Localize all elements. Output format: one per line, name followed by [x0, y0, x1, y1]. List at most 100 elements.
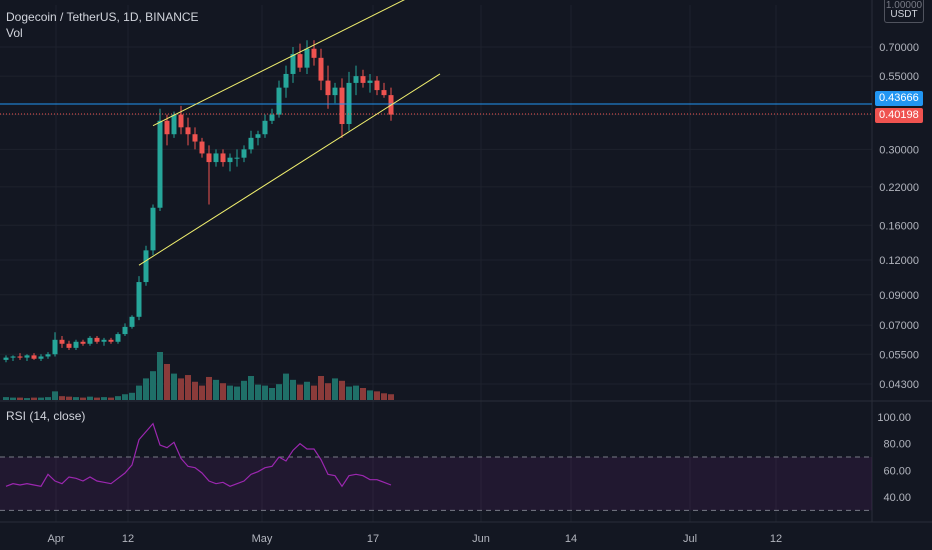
candle-body: [255, 134, 261, 138]
candle-body: [171, 114, 177, 135]
candle-body: [87, 337, 93, 344]
candle-body: [269, 114, 275, 121]
volume-bar: [248, 376, 254, 400]
volume-bar: [311, 385, 317, 400]
candle-body: [262, 120, 268, 135]
volume-bar: [353, 385, 359, 400]
grid-lines: [0, 0, 932, 523]
candle-body: [213, 153, 219, 163]
volume-bar: [122, 394, 128, 400]
candle-body: [234, 157, 240, 159]
candle-body: [199, 141, 205, 154]
candle-body: [283, 73, 289, 88]
candle-body: [52, 339, 58, 355]
candle-body: [108, 339, 114, 342]
candle-body: [318, 57, 324, 81]
candle-body: [80, 341, 86, 344]
volume-bar: [339, 380, 345, 400]
volume-bar: [73, 397, 79, 400]
volume-bar: [367, 390, 373, 400]
candle-body: [73, 341, 79, 348]
time-tick-label: Jun: [472, 533, 490, 545]
volume-legend[interactable]: Vol: [6, 26, 23, 40]
volume-bar: [115, 396, 121, 400]
volume-bar: [31, 397, 37, 400]
price-tick-label: 0.70000: [879, 42, 919, 54]
price-tick-label: 0.30000: [879, 144, 919, 156]
candle-body: [297, 54, 303, 68]
rsi-band-fill: [0, 457, 872, 511]
candle-body: [157, 120, 163, 208]
candle-body: [164, 120, 170, 135]
time-tick-label: 14: [565, 533, 577, 545]
candle-body: [220, 153, 226, 163]
symbol-title[interactable]: Dogecoin / TetherUS, 1D, BINANCE: [6, 10, 199, 24]
volume-bar: [164, 364, 170, 400]
volume-bar: [136, 385, 142, 400]
price-unit-box[interactable]: 1.00000 USDT: [884, 0, 924, 23]
candle-body: [367, 80, 373, 83]
volume-bar: [10, 397, 16, 400]
price-tick-label: 0.55000: [879, 71, 919, 83]
candle-body: [129, 316, 135, 327]
candle-body: [136, 282, 142, 317]
unit-top-value: 1.00000: [885, 0, 923, 9]
candle-body: [101, 339, 107, 342]
rsi-tick-label: 100.00: [877, 412, 911, 424]
volume-bar: [101, 397, 107, 400]
volume-bar: [66, 396, 72, 400]
volume-bar: [227, 385, 233, 400]
chart-overlays[interactable]: [0, 0, 872, 266]
volume-bar: [381, 393, 387, 400]
volume-bar: [38, 397, 44, 400]
candle-body: [227, 157, 233, 163]
candle-body: [332, 87, 338, 96]
hline-price-label: 0.43666: [875, 91, 923, 106]
candle-body: [325, 80, 331, 96]
volume-bar: [87, 396, 93, 400]
volume-bar: [45, 397, 51, 400]
channel-line-upper: [152, 0, 405, 127]
volume-bar: [80, 397, 86, 400]
price-tick-label: 0.07000: [879, 320, 919, 332]
candle-body: [3, 357, 9, 360]
volume-bar: [178, 378, 184, 400]
time-tick-label: Apr: [47, 533, 64, 545]
volume-bar: [276, 384, 282, 400]
rsi-tick-label: 40.00: [883, 492, 911, 504]
candle-body: [150, 207, 156, 251]
volume-bar: [325, 383, 331, 400]
candlesticks[interactable]: [3, 40, 394, 363]
candle-body: [24, 355, 30, 358]
rsi-band-background: [0, 457, 872, 511]
rsi-tick-label: 80.00: [883, 439, 911, 451]
candle-body: [115, 334, 121, 342]
rsi-pane[interactable]: [0, 422, 872, 511]
candle-body: [346, 82, 352, 125]
volume-bar: [283, 373, 289, 400]
price-tick-label: 0.04300: [879, 379, 919, 391]
volume-bar: [255, 384, 261, 400]
volume-bar: [199, 385, 205, 400]
time-tick-label: May: [252, 533, 273, 545]
price-tick-label: 0.12000: [879, 255, 919, 267]
volume-bar: [24, 398, 30, 400]
candle-body: [381, 90, 387, 96]
volume-bar: [143, 378, 149, 400]
candle-body: [143, 250, 149, 283]
candle-body: [38, 356, 44, 359]
candle-body: [206, 153, 212, 163]
volume-bar: [220, 383, 226, 400]
volume-bar: [290, 379, 296, 400]
candle-body: [241, 149, 247, 158]
candle-body: [66, 343, 72, 348]
volume-bar: [241, 380, 247, 400]
volume-bar: [157, 352, 163, 400]
candle-body: [17, 356, 23, 358]
rsi-legend[interactable]: RSI (14, close): [6, 409, 86, 423]
volume-bar: [332, 378, 338, 400]
candle-body: [353, 76, 359, 83]
candle-body: [290, 54, 296, 74]
time-tick-label: 17: [367, 533, 379, 545]
